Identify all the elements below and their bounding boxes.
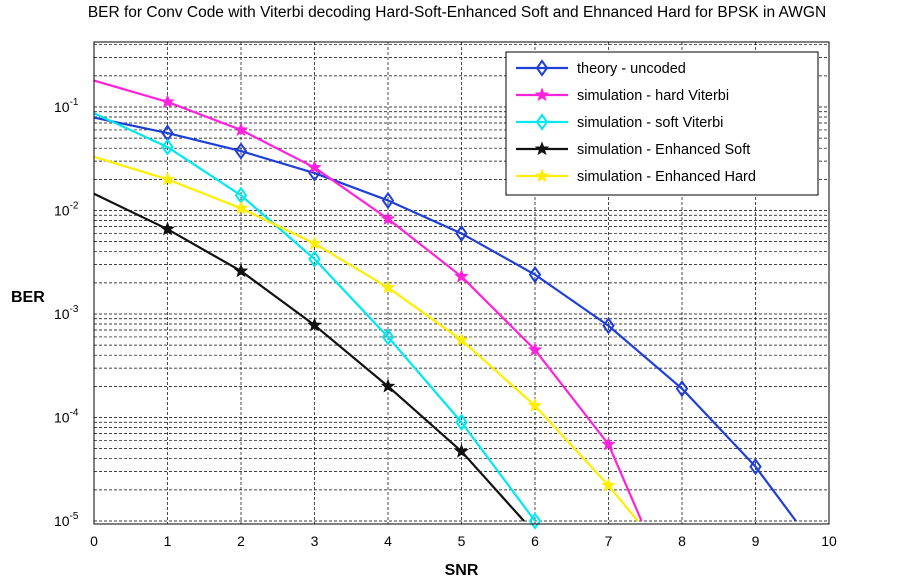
- x-tick-label: 8: [678, 533, 686, 549]
- legend-marker: [534, 168, 550, 183]
- data-point: [528, 265, 542, 284]
- series-simulation-enhanced-soft: [93, 192, 525, 522]
- x-tick-label: 5: [458, 533, 466, 549]
- data-point: [527, 398, 543, 412]
- data-point: [307, 235, 322, 250]
- legend-item: theory - uncoded: [516, 59, 686, 77]
- x-tick-labels: 0 1 2 3 4 5 6 7 8 9 10: [90, 533, 837, 549]
- chart-title: BER for Conv Code with Viterbi decoding …: [87, 4, 827, 21]
- y-tick-label: 10-4: [54, 408, 79, 426]
- legend-label: simulation - hard Viterbi: [577, 88, 729, 104]
- series-simulation-hard-viterbi: [93, 79, 643, 522]
- plot-frame: [93, 41, 830, 525]
- legend-marker: [534, 141, 550, 156]
- legend-item: simulation - Enhanced Soft: [516, 141, 750, 158]
- x-tick-label: 1: [164, 533, 172, 549]
- legend-item: simulation - Enhanced Hard: [516, 168, 756, 185]
- data-point: [233, 263, 249, 278]
- data-point: [454, 443, 469, 458]
- data-point: [307, 159, 322, 174]
- data-point: [380, 211, 396, 226]
- x-tick-label: 6: [531, 533, 539, 549]
- x-tick-label: 0: [90, 533, 98, 549]
- series-line: [93, 112, 536, 522]
- data-point: [454, 332, 469, 347]
- data-point: [455, 224, 468, 243]
- data-point: [601, 477, 616, 492]
- x-tick-label: 4: [384, 533, 392, 549]
- data-point: [160, 171, 175, 186]
- series-line: [93, 116, 797, 522]
- data-point: [308, 250, 321, 268]
- data-point: [160, 221, 175, 236]
- y-tick-label: 10-2: [54, 201, 79, 219]
- x-tick-label: 2: [237, 533, 245, 549]
- x-tick-label: 3: [311, 533, 319, 549]
- legend-item: simulation - hard Viterbi: [516, 87, 729, 104]
- legend-label: simulation - Enhanced Soft: [577, 142, 750, 158]
- data-point: [161, 138, 174, 156]
- x-tick-label: 7: [605, 533, 613, 549]
- x-axis-label: SNR: [445, 562, 479, 579]
- legend-box: [505, 51, 819, 196]
- legend: theory - uncoded simulation - hard Viterb…: [505, 51, 819, 196]
- legend-label: simulation - Enhanced Hard: [577, 169, 756, 185]
- data-point: [233, 122, 249, 137]
- data-point: [233, 200, 249, 215]
- x-tick-label: 9: [752, 533, 760, 549]
- legend-marker: [534, 87, 550, 102]
- legend-label: simulation - soft Viterbi: [577, 115, 723, 131]
- series-simulation-soft-viterbi: [93, 112, 542, 530]
- data-point: [307, 317, 322, 332]
- data-point: [528, 512, 542, 530]
- data-point: [675, 379, 689, 398]
- y-tick-label: 10-5: [54, 511, 79, 529]
- series-lines: [93, 79, 797, 530]
- data-point: [380, 279, 396, 294]
- data-point: [527, 342, 543, 357]
- y-tick-label: 10-1: [54, 97, 79, 115]
- data-point: [234, 142, 248, 160]
- x-tick-label: 10: [821, 533, 837, 549]
- legend-item: simulation - soft Viterbi: [516, 113, 723, 131]
- legend-label: theory - uncoded: [577, 61, 686, 77]
- y-tick-label: 10-3: [54, 304, 79, 322]
- data-point: [380, 378, 396, 393]
- y-tick-labels: 10-1 10-2 10-3 10-4 10-5: [54, 97, 79, 529]
- data-point: [160, 94, 175, 109]
- y-axis-label: BER: [11, 289, 45, 306]
- legend-marker: [535, 113, 549, 131]
- data-point: [749, 457, 762, 476]
- data-point: [381, 191, 395, 210]
- data-point: [601, 436, 616, 451]
- legend-marker: [535, 59, 549, 77]
- series-simulation-enhanced-hard: [93, 155, 639, 522]
- series-line: [93, 155, 639, 522]
- data-point: [455, 413, 468, 431]
- data-point: [454, 268, 469, 283]
- data-point: [602, 317, 615, 335]
- data-point: [381, 328, 395, 346]
